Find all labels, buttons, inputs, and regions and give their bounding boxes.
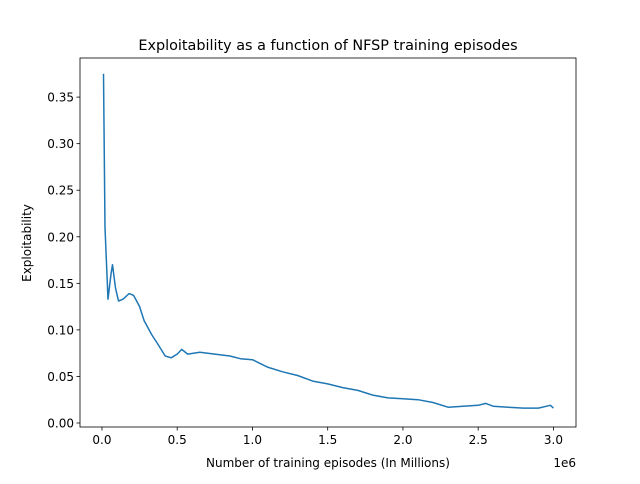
x-axis-label: Number of training episodes (In Millions… — [206, 456, 450, 470]
y-axis-label: Exploitability — [20, 204, 34, 282]
chart-title: Exploitability as a function of NFSP tra… — [138, 38, 517, 54]
plot-area: 0.0 0.5 1.0 1.5 2.0 2.5 3.0 0.00 0.05 0.10 0.15 0.2… — [47, 57, 577, 447]
x-tick-label: 3.0 — [544, 433, 563, 447]
series-line-0 — [102, 73, 554, 409]
x-axis-offset-label: 1e6 — [553, 456, 576, 470]
y-tick-label: 0.25 — [47, 184, 74, 198]
y-tick-label: 0.05 — [47, 370, 74, 384]
x-tick-label: 2.5 — [469, 433, 488, 447]
y-tick-label: 0.00 — [47, 416, 74, 430]
x-tick-label: 1.5 — [318, 433, 337, 447]
y-tick-label: 0.15 — [47, 277, 74, 291]
x-tick-label: 0.0 — [92, 433, 111, 447]
x-tick-label: 2.0 — [393, 433, 412, 447]
x-tick-label: 1.0 — [243, 433, 262, 447]
y-tick-label: 0.35 — [47, 91, 74, 105]
y-tick-label: 0.10 — [47, 323, 74, 337]
y-tick-label: 0.20 — [47, 230, 74, 244]
y-tick-label: 0.30 — [47, 137, 74, 151]
x-tick-label: 0.5 — [168, 433, 187, 447]
axes-frame — [79, 57, 577, 428]
